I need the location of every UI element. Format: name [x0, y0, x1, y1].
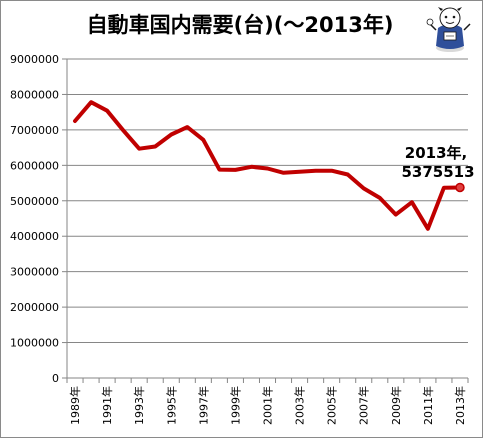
annotation-line1: 2013年, — [405, 144, 467, 162]
x-tick-label: 1997年 — [196, 386, 210, 425]
y-tick-label: 0 — [52, 372, 59, 385]
mascot-icon — [426, 7, 471, 52]
x-tick-label: 2001年 — [261, 386, 275, 425]
x-tick-label: 2003年 — [293, 386, 307, 425]
y-tick-label: 9000000 — [10, 53, 59, 66]
series-line — [73, 100, 462, 231]
y-tick-label: 8000000 — [10, 88, 59, 101]
y-tick-label: 4000000 — [10, 230, 59, 243]
plot-area: 0 1000000 2000000 3000000 4000000 5000000 6000… — [10, 53, 469, 425]
annotation-line2: 5375513 — [401, 163, 474, 181]
x-tick-label: 1989年 — [68, 386, 82, 425]
y-tick-label: 5000000 — [10, 195, 59, 208]
y-tick-label: 3000000 — [10, 266, 59, 279]
x-tick-label: 1999年 — [228, 386, 242, 425]
y-tick-label: 2000000 — [10, 301, 59, 314]
x-tick-label: 2009年 — [389, 386, 403, 425]
y-tick-label: 1000000 — [10, 337, 59, 350]
chart-title: 自動車国内需要(台)(〜2013年) — [87, 13, 394, 37]
y-tick-label: 6000000 — [10, 159, 59, 172]
data-point-2013 — [455, 182, 465, 193]
x-tick-label: 2011年 — [421, 386, 435, 425]
x-tick-label: 1995年 — [164, 386, 178, 425]
y-tick-label: 7000000 — [10, 124, 59, 137]
x-tick-label: 2007年 — [357, 386, 371, 425]
x-tick-label: 2005年 — [325, 386, 339, 425]
x-tick-label: 1993年 — [132, 386, 146, 425]
x-tick-label: 1991年 — [100, 386, 114, 425]
x-tick-label: 2013年 — [453, 386, 467, 425]
